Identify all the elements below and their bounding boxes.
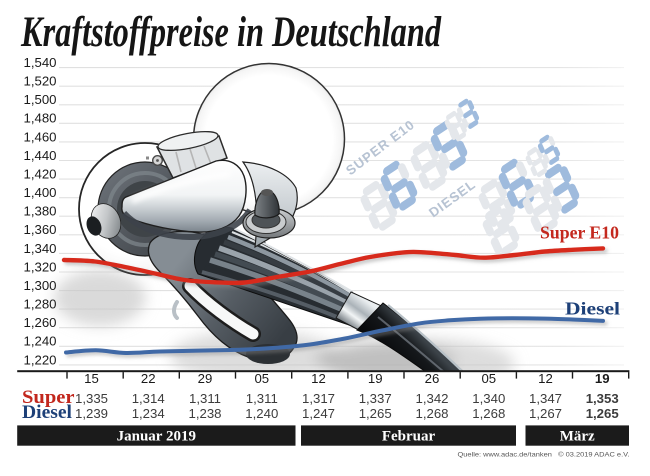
svg-text:Januar 2019: Januar 2019 — [117, 429, 196, 445]
svg-text:1,240: 1,240 — [245, 406, 278, 421]
svg-text:26: 26 — [425, 371, 440, 386]
svg-text:1,220: 1,220 — [23, 352, 56, 367]
svg-text:1,360: 1,360 — [23, 222, 56, 237]
svg-text:1,520: 1,520 — [23, 74, 56, 89]
svg-text:1,340: 1,340 — [472, 391, 505, 406]
svg-text:1,234: 1,234 — [132, 406, 165, 421]
svg-text:29: 29 — [198, 371, 213, 386]
svg-text:Februar: Februar — [382, 429, 436, 445]
svg-text:15: 15 — [84, 371, 99, 386]
svg-text:Quelle: www.adac.de/tanken ©: Quelle: www.adac.de/tanken © 03.2019 ADA… — [458, 451, 630, 459]
svg-text:Super E10: Super E10 — [540, 223, 619, 243]
svg-text:1,265: 1,265 — [359, 406, 392, 421]
svg-text:1,238: 1,238 — [188, 406, 221, 421]
svg-text:1,247: 1,247 — [302, 406, 335, 421]
svg-text:1,317: 1,317 — [302, 391, 335, 406]
svg-text:1,353: 1,353 — [586, 391, 619, 406]
svg-text:1,260: 1,260 — [23, 315, 56, 330]
svg-text:1,342: 1,342 — [415, 391, 448, 406]
svg-text:22: 22 — [141, 371, 156, 386]
svg-text:1,240: 1,240 — [23, 334, 56, 349]
svg-text:1,347: 1,347 — [529, 391, 562, 406]
svg-text:Kraftstoffpreise in Deutschlan: Kraftstoffpreise in Deutschland — [20, 9, 442, 56]
svg-text:1,460: 1,460 — [23, 129, 56, 144]
svg-text:12: 12 — [311, 371, 326, 386]
svg-text:1,380: 1,380 — [23, 204, 56, 219]
svg-text:1,311: 1,311 — [189, 391, 221, 406]
svg-text:1,314: 1,314 — [132, 391, 165, 406]
svg-text:12: 12 — [538, 371, 553, 386]
svg-text:1,239: 1,239 — [75, 406, 108, 421]
svg-text:1,420: 1,420 — [23, 167, 56, 182]
svg-text:19: 19 — [595, 371, 610, 386]
svg-text:1,337: 1,337 — [359, 391, 392, 406]
svg-text:1,311: 1,311 — [246, 391, 278, 406]
svg-text:1,335: 1,335 — [75, 391, 108, 406]
svg-text:1,268: 1,268 — [415, 406, 448, 421]
svg-text:1,320: 1,320 — [23, 259, 56, 274]
svg-text:1,340: 1,340 — [23, 241, 56, 256]
svg-text:März: März — [560, 429, 595, 445]
svg-text:1,268: 1,268 — [472, 406, 505, 421]
svg-text:Super: Super — [22, 388, 75, 408]
svg-text:1,265: 1,265 — [586, 406, 619, 421]
svg-text:19: 19 — [368, 371, 383, 386]
svg-text:1,267: 1,267 — [529, 406, 562, 421]
svg-text:1,300: 1,300 — [23, 278, 56, 293]
svg-text:1,540: 1,540 — [23, 55, 56, 70]
svg-text:1,480: 1,480 — [23, 111, 56, 126]
svg-text:05: 05 — [481, 371, 496, 386]
svg-text:1,400: 1,400 — [23, 185, 56, 200]
svg-text:Diesel: Diesel — [565, 299, 620, 319]
svg-text:1,440: 1,440 — [23, 148, 56, 163]
svg-text:05: 05 — [254, 371, 269, 386]
svg-text:1,500: 1,500 — [23, 92, 56, 107]
svg-text:Diesel: Diesel — [22, 403, 72, 423]
svg-text:1,280: 1,280 — [23, 297, 56, 312]
